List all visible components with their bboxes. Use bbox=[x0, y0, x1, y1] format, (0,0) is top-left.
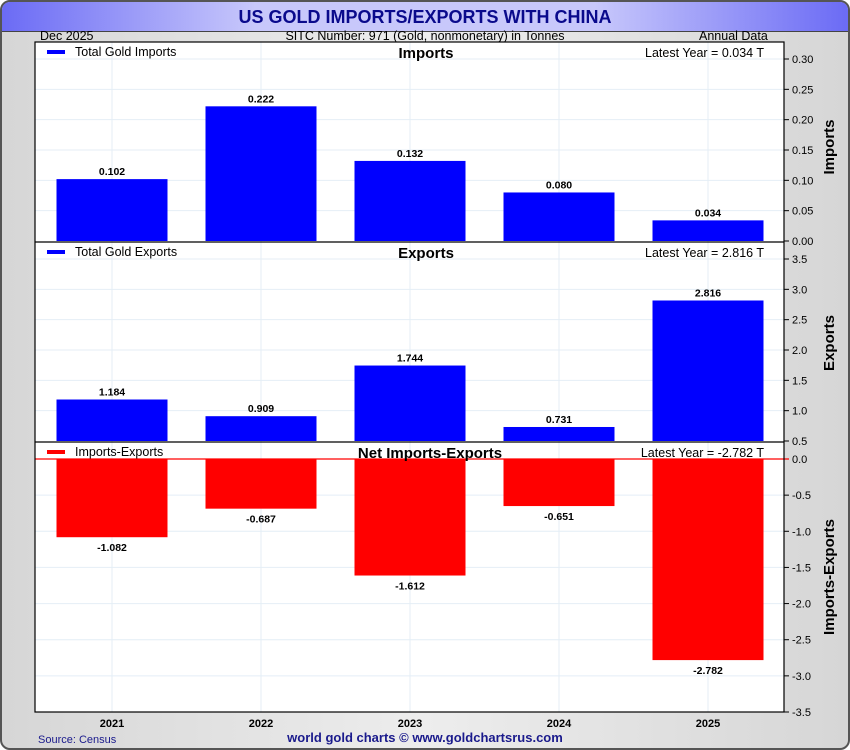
bar-value-label: 2.816 bbox=[695, 287, 721, 299]
legend-label: Total Gold Imports bbox=[75, 45, 176, 59]
y-tick-label: 0.15 bbox=[792, 145, 813, 157]
y-tick-label: -2.0 bbox=[792, 599, 811, 611]
latest-year-note: Latest Year = 2.816 T bbox=[645, 246, 764, 260]
bar-2023 bbox=[354, 160, 466, 241]
latest-year-note: Latest Year = 0.034 T bbox=[645, 46, 764, 60]
legend-label: Total Gold Exports bbox=[75, 245, 177, 259]
date-label: Dec 2025 bbox=[40, 29, 94, 43]
y-tick-label: 2.0 bbox=[792, 345, 807, 357]
y-tick-label: -1.0 bbox=[792, 526, 811, 538]
frequency-label: Annual Data bbox=[699, 29, 768, 43]
bar-2024 bbox=[503, 459, 615, 507]
bar-2021 bbox=[56, 459, 168, 538]
legend-label: Imports-Exports bbox=[75, 445, 163, 459]
x-tick-label: 2025 bbox=[696, 718, 720, 730]
plot-border bbox=[34, 41, 785, 713]
panel-title: Exports bbox=[398, 245, 454, 262]
y-tick-label: 0.05 bbox=[792, 206, 813, 218]
y-tick-label: 3.0 bbox=[792, 284, 807, 296]
y-tick-label: -2.5 bbox=[792, 635, 811, 647]
bar-value-label: 1.184 bbox=[99, 387, 125, 399]
bar-2023 bbox=[354, 365, 466, 441]
y-tick-label: 3.5 bbox=[792, 254, 807, 266]
y-tick-label: 0.0 bbox=[792, 454, 807, 466]
y-tick-label: 0.25 bbox=[792, 84, 813, 96]
bar-value-label: -1.612 bbox=[395, 581, 425, 593]
y-tick-label: -3.0 bbox=[792, 671, 811, 683]
panel-title: Net Imports-Exports bbox=[358, 445, 502, 462]
bar-value-label: 1.744 bbox=[397, 353, 423, 365]
bar-2022 bbox=[205, 416, 317, 441]
title-bar: US GOLD IMPORTS/EXPORTS WITH CHINA bbox=[2, 2, 848, 32]
bar-2024 bbox=[503, 426, 615, 441]
x-tick-label: 2022 bbox=[249, 718, 273, 730]
legend-swatch bbox=[47, 50, 65, 54]
bar-2024 bbox=[503, 192, 615, 241]
y-tick-label: 0.5 bbox=[792, 436, 807, 448]
y-tick-label: -3.5 bbox=[792, 707, 811, 719]
y-tick-label: 0.30 bbox=[792, 54, 813, 66]
y-tick-label: -1.5 bbox=[792, 562, 811, 574]
x-tick-label: 2023 bbox=[398, 718, 422, 730]
bar-2025 bbox=[652, 300, 764, 441]
bar-2021 bbox=[56, 399, 168, 441]
y-axis-title: Exports bbox=[821, 315, 838, 371]
bar-value-label: -2.782 bbox=[693, 665, 723, 677]
bar-value-label: 0.132 bbox=[397, 148, 423, 160]
credit-label: world gold charts © www.goldchartsrus.co… bbox=[287, 730, 563, 745]
bar-2022 bbox=[205, 106, 317, 241]
legend-swatch bbox=[47, 250, 65, 254]
bar-value-label: 0.222 bbox=[248, 93, 274, 105]
bar-value-label: -0.687 bbox=[246, 514, 276, 526]
y-tick-label: -0.5 bbox=[792, 490, 811, 502]
bar-2021 bbox=[56, 179, 168, 241]
y-tick-label: 0.20 bbox=[792, 115, 813, 127]
bar-value-label: 0.909 bbox=[248, 403, 274, 415]
bar-value-label: -1.082 bbox=[97, 542, 127, 554]
bar-2022 bbox=[205, 459, 317, 509]
bar-2025 bbox=[652, 220, 764, 241]
x-tick-label: 2021 bbox=[100, 718, 124, 730]
bar-2023 bbox=[354, 459, 466, 576]
y-tick-label: 2.5 bbox=[792, 315, 807, 327]
bar-value-label: 0.034 bbox=[695, 207, 721, 219]
y-tick-label: 0.10 bbox=[792, 175, 813, 187]
x-tick-label: 2024 bbox=[547, 718, 572, 730]
bar-value-label: -0.651 bbox=[544, 511, 574, 523]
chart-title: US GOLD IMPORTS/EXPORTS WITH CHINA bbox=[238, 7, 612, 27]
subtitle: SITC Number: 971 (Gold, nonmonetary) in … bbox=[285, 29, 565, 43]
y-tick-label: 0.00 bbox=[792, 236, 813, 248]
panel-title: Imports bbox=[398, 45, 453, 62]
y-axis-title: Imports bbox=[821, 119, 838, 174]
legend-swatch bbox=[47, 450, 65, 454]
latest-year-note: Latest Year = -2.782 T bbox=[641, 446, 764, 460]
bar-2025 bbox=[652, 459, 764, 661]
y-tick-label: 1.5 bbox=[792, 375, 807, 387]
bar-value-label: 0.102 bbox=[99, 166, 125, 178]
y-tick-label: 1.0 bbox=[792, 406, 807, 418]
y-axis-title: Imports-Exports bbox=[821, 519, 838, 635]
bar-value-label: 0.731 bbox=[546, 414, 572, 426]
source-label: Source: Census bbox=[38, 734, 117, 746]
bar-value-label: 0.080 bbox=[546, 179, 572, 191]
